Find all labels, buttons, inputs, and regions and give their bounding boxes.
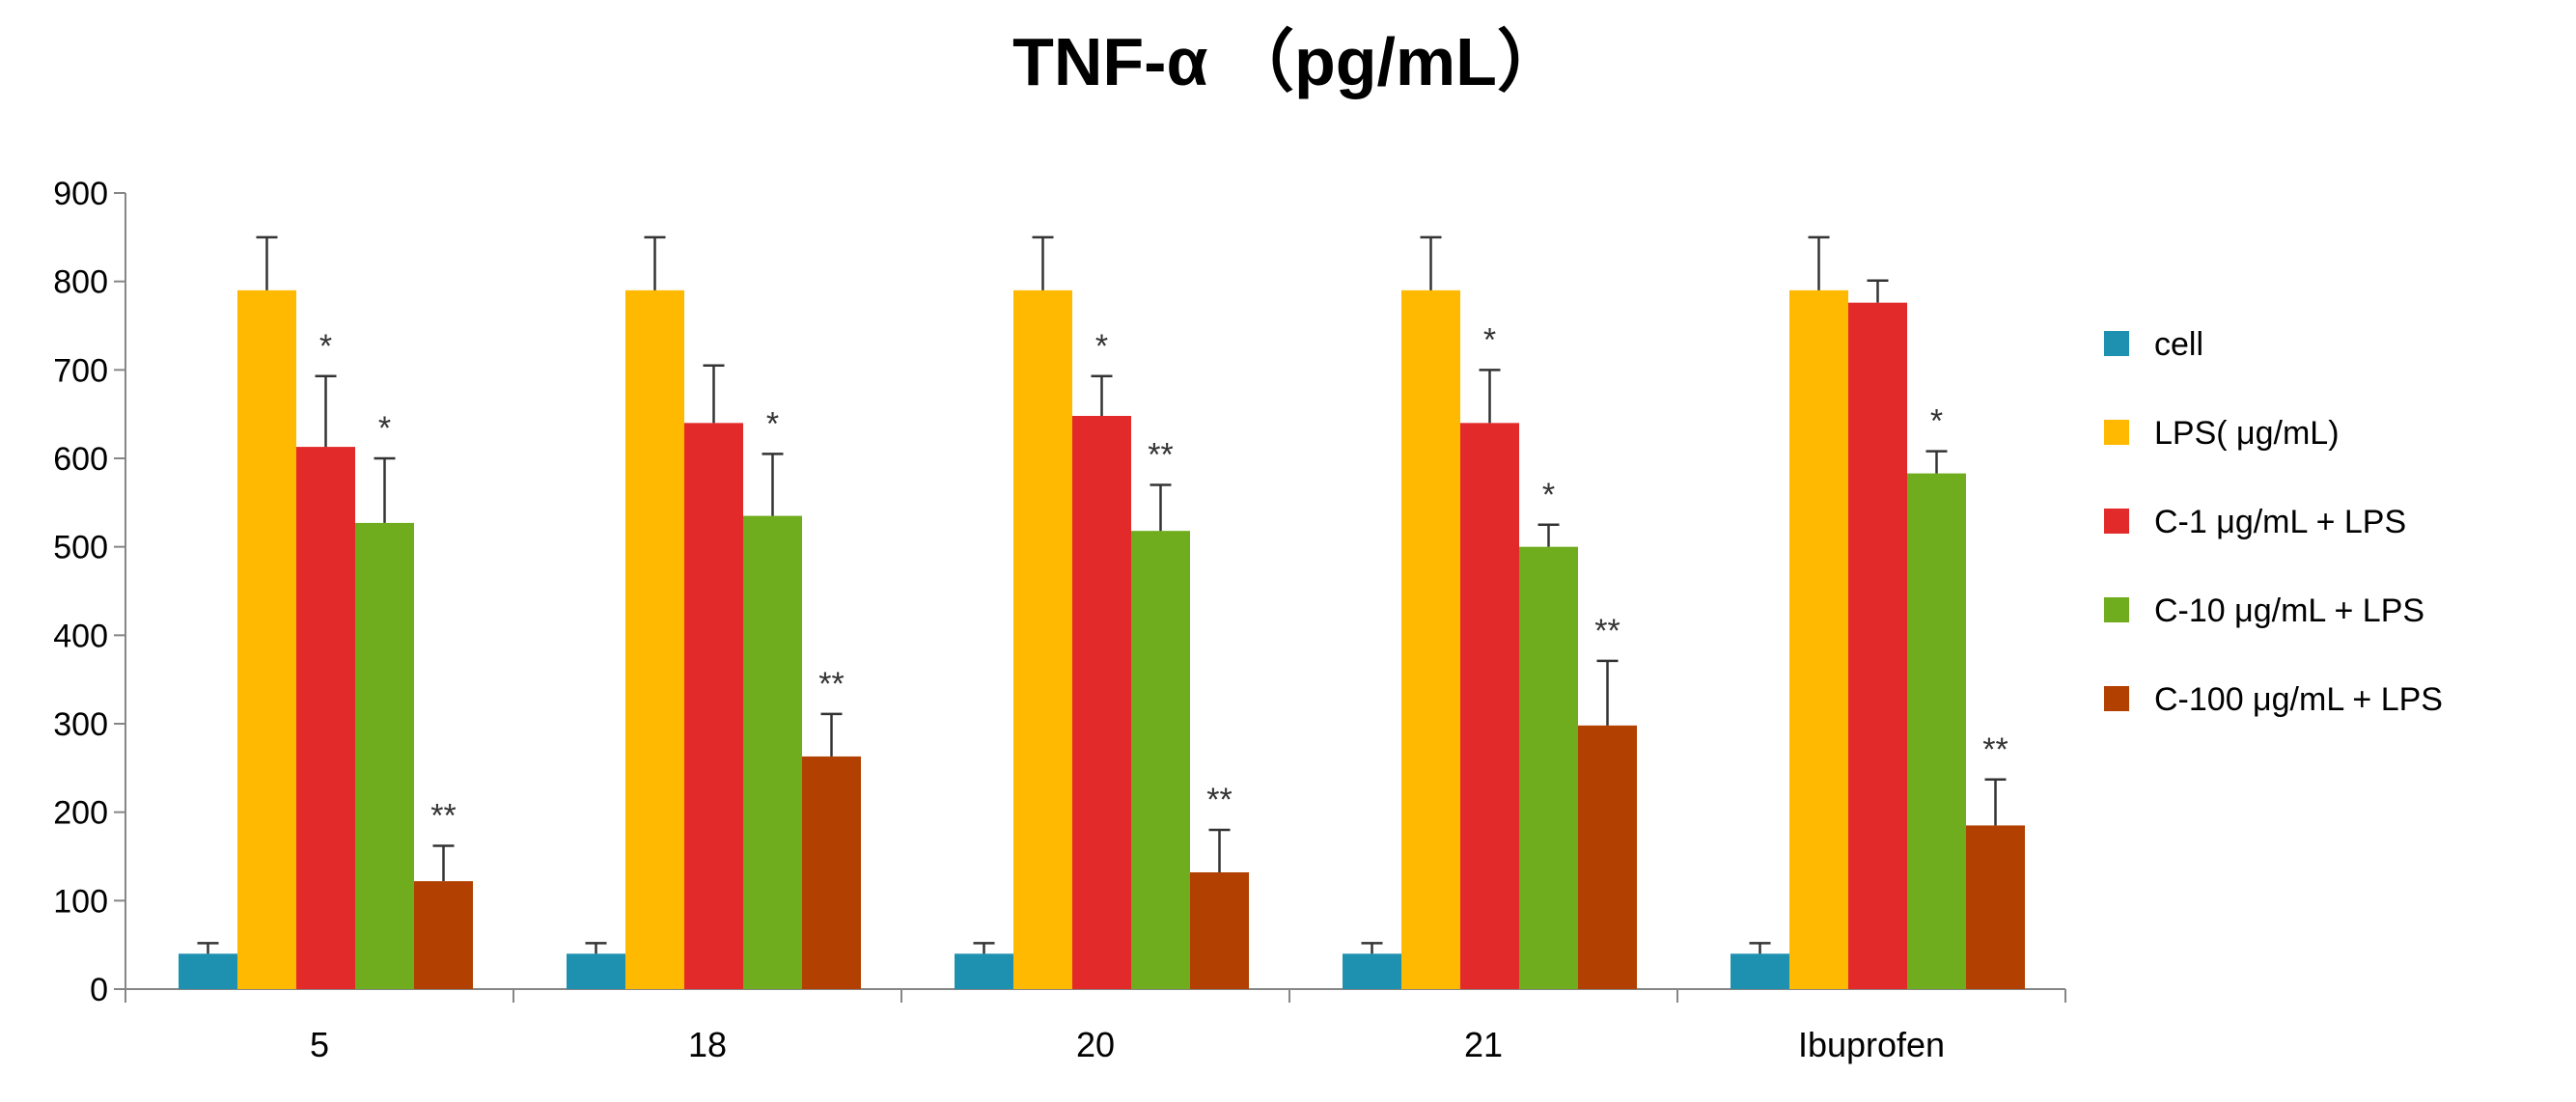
bar [414,881,473,989]
bar [802,756,861,989]
y-tick-label: 900 [53,176,108,212]
axis-labels: 01002003004005006007008009005****18***20… [53,176,2008,1064]
bars [179,235,2025,990]
bar [1848,302,1907,990]
significance-mark: ** [1594,613,1620,649]
bar [237,289,296,989]
x-category-label: 18 [688,1025,727,1064]
x-category-label: 5 [310,1025,329,1064]
significance-mark: ** [1206,782,1232,818]
bar [296,447,355,989]
legend-swatch [2104,331,2129,356]
legend-swatch [2104,686,2129,711]
bar [1578,725,1637,989]
legend-label: C-10 μg/mL + LPS [2154,592,2424,629]
bar [1731,953,1789,989]
y-tick-label: 400 [53,618,108,654]
legend-label: C-100 μg/mL + LPS [2154,681,2443,718]
bar [1907,473,1966,989]
y-tick-label: 300 [53,706,108,743]
bar [684,423,743,989]
significance-mark: * [1483,321,1496,358]
x-category-label: 21 [1464,1025,1503,1064]
bar [179,953,237,989]
bar [1072,416,1131,989]
y-tick-label: 100 [53,883,108,920]
bar [1789,289,1848,989]
significance-mark: * [378,410,391,447]
significance-mark: ** [1148,437,1173,474]
chart-title: TNF-α （pg/mL） [1012,24,1565,99]
significance-mark: ** [430,798,456,835]
x-category-label: Ibuprofen [1798,1025,1945,1064]
legend-swatch [2104,420,2129,445]
y-tick-label: 700 [53,352,108,389]
legend-label: cell [2154,326,2203,363]
significance-mark: ** [1982,731,2008,768]
x-category-label: 20 [1076,1025,1115,1064]
bar [955,953,1013,989]
y-tick-label: 200 [53,795,108,832]
y-tick-label: 500 [53,530,108,566]
legend: cell LPS( μg/mL) C-1 μg/mL + LPS C-10 μg/mL… [2104,326,2443,718]
bar [625,289,684,989]
bar [1460,423,1519,989]
bar [355,522,414,989]
bar [567,953,625,989]
y-tick-label: 600 [53,441,108,478]
significance-mark: ** [818,666,844,703]
significance-mark: * [766,405,779,442]
legend-label: LPS( μg/mL) [2154,415,2340,452]
significance-mark: * [1542,477,1555,513]
bar [1131,531,1190,989]
y-tick-label: 0 [90,972,108,1008]
y-tick-label: 800 [53,264,108,301]
bar [1519,546,1578,989]
legend-swatch [2104,597,2129,622]
bar [1190,872,1249,989]
legend-label: C-1 μg/mL + LPS [2154,504,2406,540]
legend-swatch [2104,509,2129,534]
bar [1013,289,1072,989]
significance-mark: * [1095,328,1108,365]
bar [743,515,802,989]
bar [1401,289,1460,989]
significance-mark: * [319,328,332,365]
significance-mark: * [1930,403,1943,440]
bar [1966,825,2025,989]
bar [1343,953,1401,989]
